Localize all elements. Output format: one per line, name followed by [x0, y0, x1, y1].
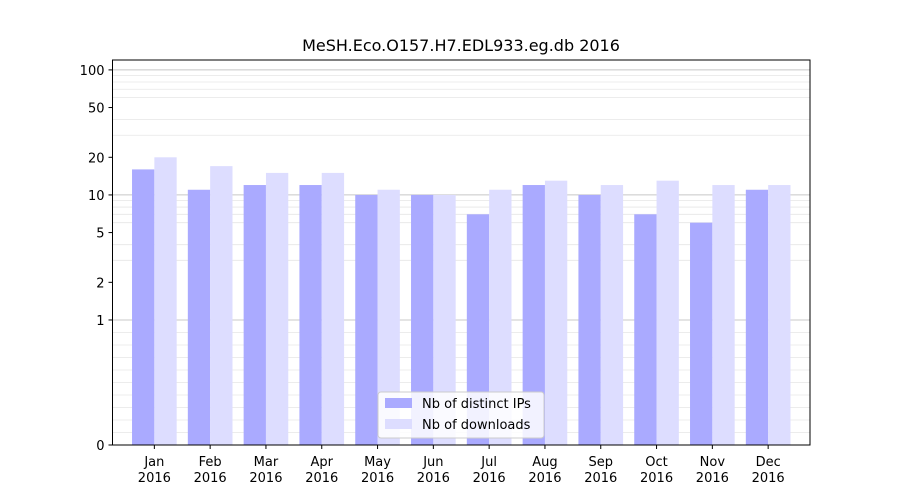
x-tick-label-month: May [364, 455, 391, 470]
bar-downloads-jun [433, 194, 456, 445]
x-tick-label-month: Nov [700, 455, 726, 470]
bar-ips-jun [411, 194, 434, 445]
y-tick-label: 2 [96, 276, 104, 291]
legend-box [377, 391, 545, 439]
y-tick-label: 1 [96, 314, 104, 329]
x-axis: Jan2016Feb2016Mar2016Apr2016May2016Jun20… [138, 445, 785, 486]
x-tick-label-month: Jun [422, 455, 443, 470]
bar-downloads-jul [489, 189, 512, 445]
bar-downloads-oct [656, 180, 679, 445]
bar-ips-oct [634, 214, 657, 445]
bar-ips-feb [187, 189, 211, 445]
x-tick-label-year: 2016 [640, 471, 673, 486]
y-tick-label: 5 [96, 227, 104, 242]
bar-downloads-apr [321, 172, 345, 445]
x-tick-label-month: Apr [311, 455, 334, 470]
bars [132, 157, 791, 445]
y-tick-label: 50 [88, 102, 105, 117]
bar-ips-jan [132, 169, 155, 445]
x-tick-label-month: Aug [532, 455, 557, 470]
bar-downloads-aug [544, 180, 568, 445]
y-axis: 0 1 2 5 10 20 50 100 [80, 64, 113, 454]
y-tick-label: 10 [88, 189, 105, 204]
x-tick-label-month: Mar [254, 455, 279, 470]
x-tick-label-year: 2016 [138, 471, 171, 486]
x-tick-label-month: Jul [480, 455, 497, 470]
x-tick-label-year: 2016 [752, 471, 785, 486]
bar-downloads-nov [712, 185, 735, 445]
x-tick-label-year: 2016 [696, 471, 729, 486]
chart-title: MeSH.Eco.O157.H7.EDL933.eg.db 2016 [302, 36, 620, 55]
bar-downloads-may [377, 189, 400, 445]
x-tick-label-year: 2016 [249, 471, 282, 486]
bar-downloads-jan [154, 157, 177, 445]
bar-ips-jul [466, 214, 490, 445]
x-tick-label-year: 2016 [305, 471, 338, 486]
bar-downloads-mar [265, 172, 289, 445]
y-tick-label: 100 [80, 64, 105, 79]
legend-label: Nb of downloads [422, 418, 531, 433]
legend-swatch [385, 398, 412, 408]
y-tick-label: 0 [96, 439, 104, 454]
x-tick-label-month: Sep [588, 455, 613, 470]
legend-swatch [385, 419, 412, 429]
bar-ips-nov [690, 222, 713, 445]
x-tick-label-year: 2016 [584, 471, 617, 486]
legend-label: Nb of distinct IPs [422, 397, 531, 412]
x-tick-label-year: 2016 [361, 471, 394, 486]
bar-ips-mar [243, 185, 266, 445]
x-tick-label-year: 2016 [528, 471, 561, 486]
bar-ips-may [355, 194, 378, 445]
bar-downloads-sep [600, 185, 624, 445]
bar-downloads-dec [768, 185, 791, 445]
x-tick-label-month: Feb [199, 455, 222, 470]
plot-frame [112, 59, 811, 446]
x-tick-label-year: 2016 [473, 471, 506, 486]
x-tick-label-year: 2016 [194, 471, 227, 486]
x-tick-label-month: Jan [143, 455, 164, 470]
bar-ips-aug [522, 185, 545, 445]
bar-downloads-feb [210, 166, 233, 445]
bar-ips-dec [745, 189, 769, 445]
y-tick-label: 20 [88, 151, 105, 166]
bar-ips-apr [299, 185, 322, 445]
x-tick-label-year: 2016 [417, 471, 450, 486]
x-tick-label-month: Oct [645, 455, 667, 470]
bar-ips-sep [578, 194, 601, 445]
legend: Nb of distinct IPs Nb of downloads [377, 391, 545, 439]
x-tick-label-month: Dec [756, 455, 781, 470]
